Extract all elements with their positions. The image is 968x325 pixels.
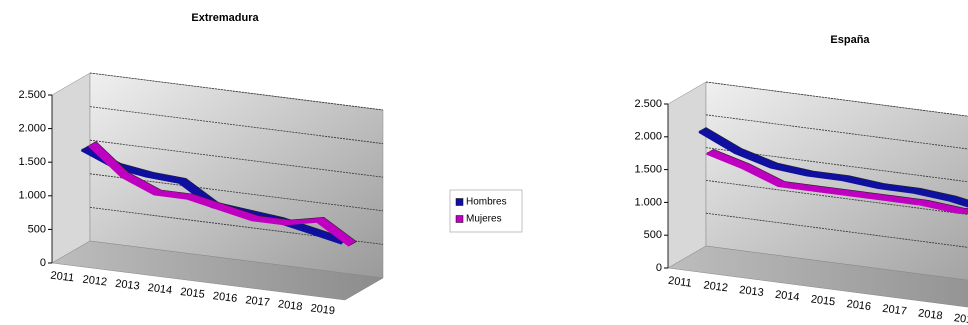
x-tick-label: 2016: [212, 290, 238, 305]
grid-line: [705, 147, 968, 183]
grid-line: [705, 81, 968, 117]
x-tick-label: 2016: [846, 298, 872, 313]
y-tick-label: 1.500: [634, 164, 662, 176]
y-tick-label: 2.000: [634, 131, 662, 143]
x-tick-label: 2015: [810, 293, 836, 308]
x-tick-label: 2019: [310, 302, 336, 317]
y-tick-label: 1.000: [634, 196, 662, 208]
grid-line: [705, 114, 968, 150]
series-line: [706, 151, 968, 215]
grid-line: [705, 180, 968, 215]
grid-line: [89, 139, 384, 178]
y-tick-label: 1.000: [18, 190, 46, 202]
x-tick-label: 2014: [147, 282, 173, 297]
x-tick-label: 2018: [277, 298, 303, 313]
x-tick-label: 2014: [774, 289, 800, 304]
x-tick-label: 2018: [917, 307, 943, 322]
y-tick-label: 2.000: [18, 123, 46, 135]
y-tick-label: 2.500: [634, 98, 662, 110]
side-wall: [51, 72, 91, 264]
side-wall: [667, 81, 707, 269]
x-tick-label: 2013: [739, 284, 765, 299]
y-tick-label: 1.500: [18, 156, 46, 168]
legend-label: Mujeres: [466, 214, 502, 225]
y-tick-label: 500: [644, 229, 662, 241]
legend-label: Hombres: [466, 197, 507, 208]
x-tick-label: 2012: [703, 279, 729, 294]
x-tick-label: 2011: [50, 270, 75, 285]
x-tick-label: 2019: [953, 312, 968, 325]
x-tick-label: 2017: [882, 303, 908, 318]
legend-box: [449, 189, 523, 233]
chart-title: Extremadura: [191, 12, 259, 24]
y-tick-label: 0: [656, 262, 662, 274]
x-tick-label: 2013: [115, 278, 141, 293]
x-tick-label: 2011: [667, 275, 692, 290]
series-line: [698, 130, 968, 208]
floor: [51, 240, 384, 301]
grid-line: [705, 212, 968, 248]
grid-line: [89, 72, 384, 111]
x-tick-label: 2012: [82, 274, 108, 289]
legend-swatch: [455, 198, 464, 206]
series-line: [88, 144, 351, 247]
y-tick-label: 0: [40, 257, 46, 269]
y-tick-label: 500: [28, 223, 46, 235]
legend-swatch: [455, 215, 464, 223]
y-tick-label: 2.500: [18, 89, 46, 101]
x-tick-label: 2017: [245, 294, 271, 309]
chart-title: España: [830, 34, 870, 46]
grid-line: [89, 106, 384, 144]
x-tick-label: 2015: [180, 286, 206, 301]
floor: [667, 245, 968, 308]
